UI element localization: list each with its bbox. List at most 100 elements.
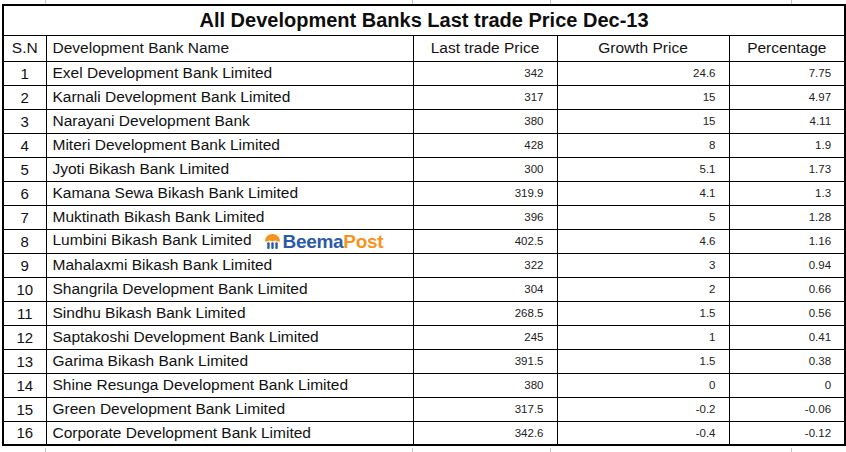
table-row: 3 Narayani Development Bank 380 15 4.11 xyxy=(3,109,845,133)
beemapost-text-post: Post xyxy=(343,232,383,251)
bank-name-cell: Shangrila Development Bank Limited xyxy=(46,277,413,301)
sn-cell: 13 xyxy=(3,349,46,373)
last-trade-price-cell: 300 xyxy=(413,157,557,181)
table-row: 13 Garima Bikash Bank Limited 391.5 1.5 … xyxy=(3,349,845,373)
bank-name-cell: Narayani Development Bank xyxy=(46,109,413,133)
last-trade-price-cell: 402.5 xyxy=(413,229,557,253)
bank-name-cell: Karnali Development Bank Limited xyxy=(46,85,413,109)
sn-cell: 9 xyxy=(3,253,46,277)
last-trade-price-cell: 268.5 xyxy=(413,301,557,325)
table-row: 7 Muktinath Bikash Bank Limited 396 5 1.… xyxy=(3,205,845,229)
sn-cell: 5 xyxy=(3,157,46,181)
column-header-sn: S.N xyxy=(3,35,46,61)
last-trade-price-cell: 245 xyxy=(413,325,557,349)
table-row: 1 Exel Development Bank Limited 342 24.6… xyxy=(3,61,845,85)
table-row: 2 Karnali Development Bank Limited 317 1… xyxy=(3,85,845,109)
column-header-last-trade-price: Last trade Price xyxy=(413,35,557,61)
last-trade-price-cell: 391.5 xyxy=(413,349,557,373)
last-trade-price-cell: 319.9 xyxy=(413,181,557,205)
table-row: 8 Lumbini Bikash Bank LimitedBeemaPost 4… xyxy=(3,229,845,253)
sn-cell: 16 xyxy=(3,421,46,445)
bank-name-cell: Garima Bikash Bank Limited xyxy=(46,349,413,373)
percentage-cell: 0.38 xyxy=(729,349,845,373)
percentage-cell: 4.11 xyxy=(729,109,845,133)
growth-price-cell: 24.6 xyxy=(557,61,729,85)
last-trade-price-cell: 317.5 xyxy=(413,397,557,421)
sn-cell: 14 xyxy=(3,373,46,397)
bank-name-text: Exel Development Bank Limited xyxy=(53,64,273,81)
last-trade-price-cell: 380 xyxy=(413,109,557,133)
bank-name-text: Kamana Sewa Bikash Bank Limited xyxy=(53,184,299,201)
table-row: 10 Shangrila Development Bank Limited 30… xyxy=(3,277,845,301)
percentage-cell: -0.06 xyxy=(729,397,845,421)
bank-name-text: Saptakoshi Development Bank Limited xyxy=(53,328,319,345)
sn-cell: 10 xyxy=(3,277,46,301)
growth-price-cell: 8 xyxy=(557,133,729,157)
sn-cell: 6 xyxy=(3,181,46,205)
growth-price-cell: 1 xyxy=(557,325,729,349)
growth-price-cell: 0 xyxy=(557,373,729,397)
bank-name-cell: Kamana Sewa Bikash Bank Limited xyxy=(46,181,413,205)
bank-name-cell: Shine Resunga Development Bank Limited xyxy=(46,373,413,397)
column-header-growth-price: Growth Price xyxy=(557,35,729,61)
last-trade-price-cell: 317 xyxy=(413,85,557,109)
bank-name-cell: Miteri Development Bank Limited xyxy=(46,133,413,157)
bank-name-cell: Sindhu Bikash Bank Limited xyxy=(46,301,413,325)
last-trade-price-cell: 322 xyxy=(413,253,557,277)
percentage-cell: 4.97 xyxy=(729,85,845,109)
table-row: 14 Shine Resunga Development Bank Limite… xyxy=(3,373,845,397)
percentage-cell: 0.94 xyxy=(729,253,845,277)
growth-price-cell: 15 xyxy=(557,85,729,109)
bank-name-cell: Corporate Development Bank Limited xyxy=(46,421,413,445)
percentage-cell: 1.3 xyxy=(729,181,845,205)
beemapost-logo: BeemaPost xyxy=(264,232,384,251)
column-header-percentage: Percentage xyxy=(729,35,845,61)
bank-name-text: Garima Bikash Bank Limited xyxy=(53,352,249,369)
gridline-tick xyxy=(45,448,46,452)
sn-cell: 12 xyxy=(3,325,46,349)
header-row: S.N Development Bank Name Last trade Pri… xyxy=(3,35,845,61)
bank-name-text: Shine Resunga Development Bank Limited xyxy=(53,376,349,393)
bank-name-cell: Jyoti Bikash Bank Limited xyxy=(46,157,413,181)
development-banks-price-table: All Development Banks Last trade Price D… xyxy=(2,4,846,446)
bank-name-text: Shangrila Development Bank Limited xyxy=(53,280,308,297)
bank-name-cell: Mahalaxmi Bikash Bank Limited xyxy=(46,253,413,277)
sn-cell: 11 xyxy=(3,301,46,325)
column-header-bank-name: Development Bank Name xyxy=(46,35,413,61)
table-row: 16 Corporate Development Bank Limited 34… xyxy=(3,421,845,445)
table-row: 11 Sindhu Bikash Bank Limited 268.5 1.5 … xyxy=(3,301,845,325)
percentage-cell: -0.12 xyxy=(729,421,845,445)
sn-cell: 2 xyxy=(3,85,46,109)
percentage-cell: 0.41 xyxy=(729,325,845,349)
growth-price-cell: -0.4 xyxy=(557,421,729,445)
bank-name-text: Muktinath Bikash Bank Limited xyxy=(53,208,265,225)
gridline-tick xyxy=(412,448,413,452)
percentage-cell: 1.16 xyxy=(729,229,845,253)
sn-cell: 7 xyxy=(3,205,46,229)
bank-name-cell: Lumbini Bikash Bank LimitedBeemaPost xyxy=(46,229,413,253)
growth-price-cell: 15 xyxy=(557,109,729,133)
percentage-cell: 7.75 xyxy=(729,61,845,85)
percentage-cell: 1.9 xyxy=(729,133,845,157)
bank-name-text: Narayani Development Bank xyxy=(53,112,250,129)
bank-name-text: Karnali Development Bank Limited xyxy=(53,88,291,105)
bank-name-cell: Exel Development Bank Limited xyxy=(46,61,413,85)
growth-price-cell: 2 xyxy=(557,277,729,301)
growth-price-cell: 4.1 xyxy=(557,181,729,205)
page: { "page": { "background": "#ffffff", "bo… xyxy=(0,0,846,452)
bank-name-cell: Saptakoshi Development Bank Limited xyxy=(46,325,413,349)
percentage-cell: 1.28 xyxy=(729,205,845,229)
percentage-cell: 0.66 xyxy=(729,277,845,301)
percentage-cell: 1.73 xyxy=(729,157,845,181)
sn-cell: 3 xyxy=(3,109,46,133)
bank-name-cell: Green Development Bank Limited xyxy=(46,397,413,421)
percentage-cell: 0.56 xyxy=(729,301,845,325)
title-row: All Development Banks Last trade Price D… xyxy=(3,5,845,35)
bank-name-text: Jyoti Bikash Bank Limited xyxy=(53,160,230,177)
bank-name-text: Green Development Bank Limited xyxy=(53,400,286,417)
growth-price-cell: 1.5 xyxy=(557,349,729,373)
bank-name-text: Mahalaxmi Bikash Bank Limited xyxy=(53,256,273,273)
growth-price-cell: 5 xyxy=(557,205,729,229)
bank-name-text: Sindhu Bikash Bank Limited xyxy=(53,304,246,321)
growth-price-cell: 3 xyxy=(557,253,729,277)
